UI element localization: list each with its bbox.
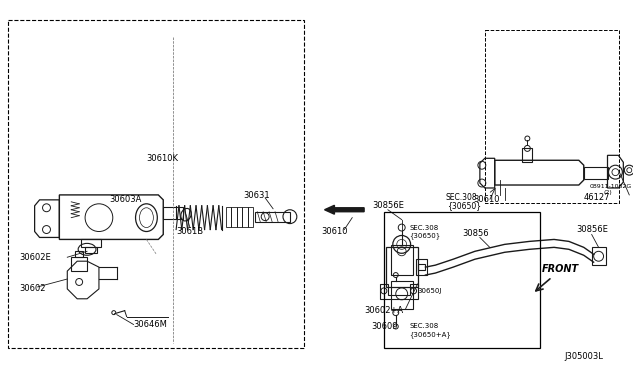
Bar: [163, 207, 183, 219]
Text: 30602+A: 30602+A: [364, 306, 403, 315]
Bar: [522, 148, 532, 162]
Bar: [391, 246, 413, 275]
Text: 30609: 30609: [371, 322, 397, 331]
Text: SEC.308: SEC.308: [410, 225, 439, 231]
Text: 30650J: 30650J: [417, 288, 442, 294]
Bar: [81, 240, 101, 247]
Bar: [584, 167, 609, 179]
Bar: [75, 251, 83, 257]
Text: {30650+A}: {30650+A}: [410, 331, 451, 338]
Bar: [237, 207, 242, 227]
Text: {30650}: {30650}: [447, 201, 481, 210]
Text: 46127: 46127: [584, 193, 611, 202]
Text: 30631: 30631: [243, 192, 270, 201]
Text: 30610: 30610: [321, 227, 348, 236]
Text: 30856: 30856: [462, 229, 489, 238]
Bar: [231, 207, 237, 227]
Text: (2): (2): [604, 190, 612, 195]
Text: 30856E: 30856E: [372, 201, 404, 210]
Bar: [415, 259, 428, 275]
Bar: [71, 257, 87, 271]
Text: 3061B: 3061B: [176, 227, 204, 236]
Bar: [384, 212, 540, 348]
Bar: [85, 247, 97, 253]
Text: 30602: 30602: [20, 285, 46, 294]
Text: 30602E: 30602E: [20, 253, 52, 262]
Bar: [8, 20, 304, 348]
Bar: [242, 207, 248, 227]
Bar: [591, 247, 605, 265]
Text: J305003L: J305003L: [564, 352, 603, 361]
Text: 30610: 30610: [473, 195, 499, 204]
Text: SEC.308: SEC.308: [445, 193, 477, 202]
Bar: [485, 30, 620, 203]
Text: 30603A: 30603A: [109, 195, 141, 204]
Bar: [417, 264, 426, 270]
Text: 30610K: 30610K: [147, 154, 179, 163]
Text: SEC.308: SEC.308: [410, 324, 439, 330]
Text: FRONT: FRONT: [542, 264, 579, 274]
Text: 30856E: 30856E: [576, 225, 608, 234]
Text: {30650}: {30650}: [410, 232, 441, 239]
Bar: [386, 247, 417, 287]
FancyArrow shape: [324, 205, 364, 214]
Bar: [391, 281, 413, 309]
Text: 30646M: 30646M: [134, 320, 168, 329]
Bar: [255, 212, 290, 222]
Bar: [225, 207, 231, 227]
Bar: [248, 207, 253, 227]
Text: 08911-1082G: 08911-1082G: [589, 183, 632, 189]
